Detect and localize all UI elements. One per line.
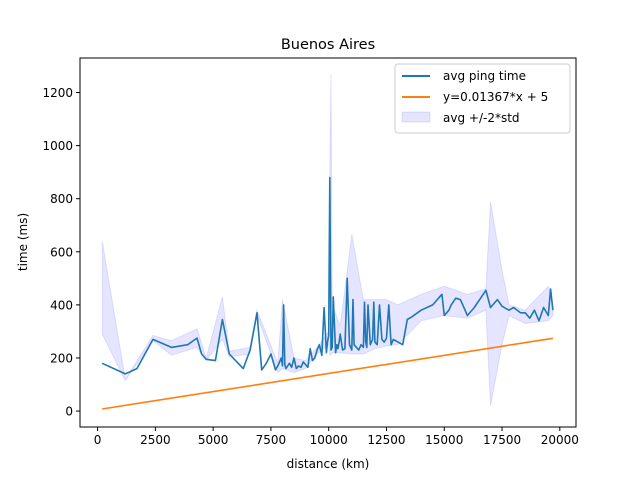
y-tick-label: 200	[50, 351, 73, 365]
y-tick-label: 600	[50, 245, 73, 259]
y-tick-label: 0	[65, 405, 73, 419]
legend-swatch-band	[401, 111, 431, 123]
x-tick-label: 17500	[483, 433, 521, 447]
series-line-avg-ping	[101, 176, 554, 375]
legend-label-avg: avg ping time	[443, 69, 526, 83]
plot-area	[101, 73, 554, 410]
x-axis: 0 2500 5000 7500 10000 12500 15000 17500 20000	[94, 427, 579, 447]
y-axis-label: time (ms)	[16, 213, 30, 271]
chart-title: Buenos Aires	[281, 37, 375, 53]
x-tick-label: 15000	[425, 433, 463, 447]
y-tick-label: 800	[50, 192, 73, 206]
x-tick-label: 5000	[198, 433, 229, 447]
legend: avg ping time y=0.01367*x + 5 avg +/-2*s…	[394, 63, 571, 134]
series-line-fit	[102, 337, 554, 410]
x-tick-label: 7500	[256, 433, 287, 447]
x-tick-label: 20000	[541, 433, 579, 447]
legend-frame	[394, 63, 571, 134]
y-tick-label: 1200	[42, 86, 73, 100]
plot-frame	[79, 57, 577, 428]
y-tick-label: 400	[50, 298, 73, 312]
y-axis: 0 200 400 600 800 1000 1200	[42, 86, 80, 419]
legend-label-fit: y=0.01367*x + 5	[443, 90, 548, 104]
x-tick-label: 0	[94, 433, 102, 447]
x-tick-label: 2500	[140, 433, 171, 447]
x-tick-label: 10000	[310, 433, 348, 447]
y-tick-label: 1000	[42, 139, 73, 153]
legend-label-band: avg +/-2*std	[443, 111, 520, 125]
x-axis-label: distance (km)	[287, 457, 370, 471]
x-tick-label: 12500	[367, 433, 405, 447]
